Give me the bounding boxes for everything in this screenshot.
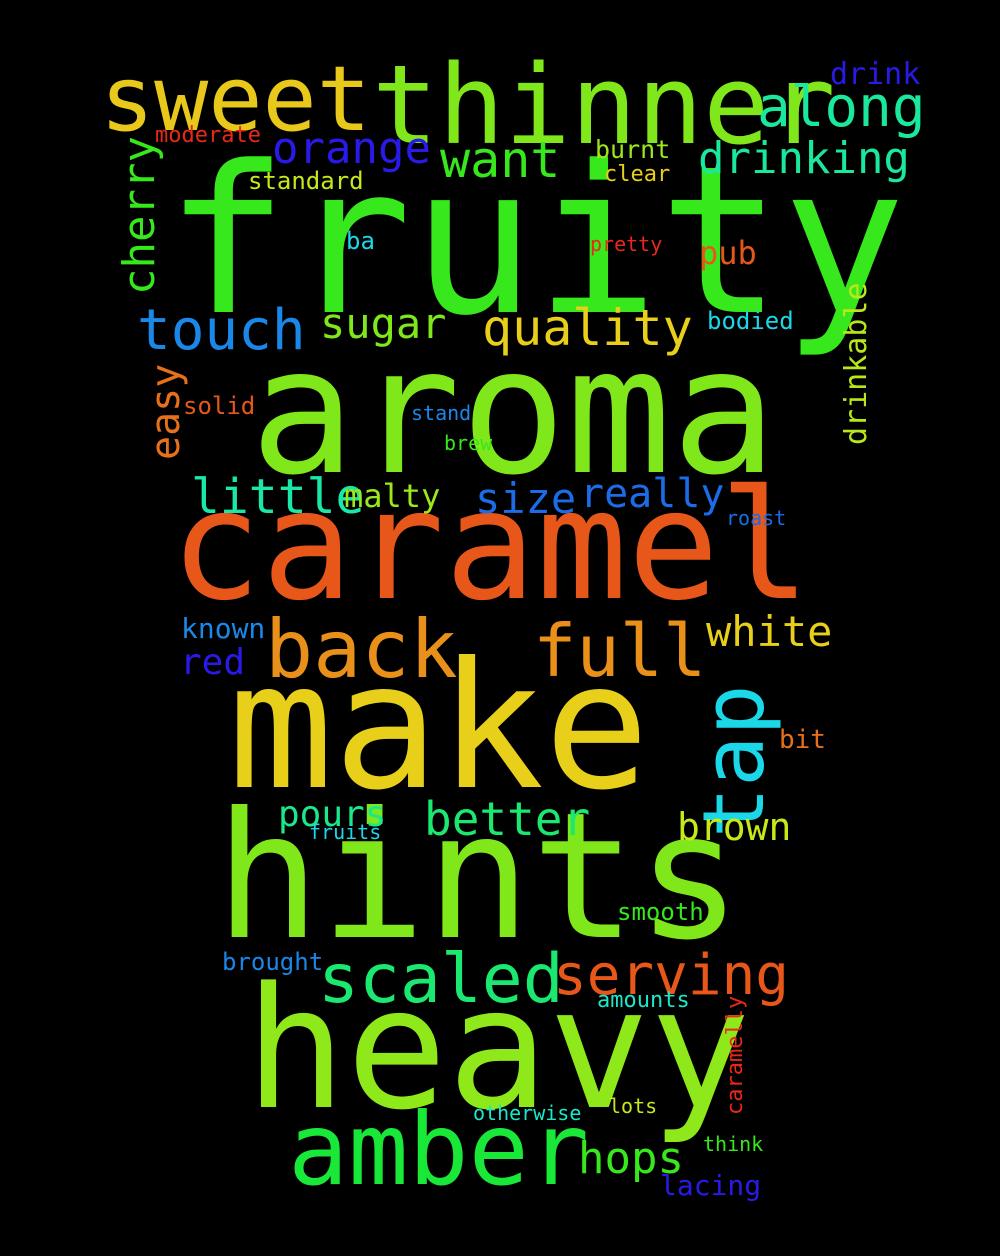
word-19: cherry — [114, 136, 165, 295]
word-40: known — [181, 612, 266, 645]
word-23: touch — [137, 298, 306, 363]
word-34: size — [475, 474, 577, 523]
word-30: stand — [411, 401, 472, 425]
word-49: scaled — [318, 940, 564, 1019]
word-50: serving — [553, 943, 790, 1008]
word-37: back — [265, 603, 458, 696]
word-12: moderate — [155, 123, 261, 148]
word-45: better — [424, 792, 591, 846]
word-32: little — [191, 469, 365, 525]
word-5: hints — [215, 776, 742, 979]
word-26: bodied — [707, 307, 794, 335]
word-21: pretty — [590, 232, 663, 256]
word-46: fruits — [309, 820, 382, 844]
word-43: bit — [779, 725, 826, 755]
word-47: brown — [677, 805, 792, 849]
word-41: red — [180, 642, 246, 683]
word-8: thinner — [372, 41, 836, 169]
word-27: drinkable — [839, 282, 874, 445]
word-38: full — [533, 609, 707, 693]
word-57: think — [703, 1132, 764, 1156]
word-36: roast — [726, 506, 787, 530]
word-18: standard — [248, 167, 364, 195]
word-22: pub — [699, 234, 757, 272]
word-25: quality — [482, 299, 693, 357]
word-11: drink — [830, 57, 921, 92]
word-20: ba — [346, 227, 375, 255]
word-29: solid — [183, 392, 256, 420]
word-56: hops — [578, 1133, 684, 1184]
word-53: caramelly — [723, 995, 748, 1115]
word-33: malty — [344, 477, 441, 515]
word-44: pours — [278, 794, 387, 835]
word-51: brought — [222, 948, 324, 976]
word-35: really — [580, 471, 725, 517]
word-54: otherwise — [473, 1101, 582, 1125]
word-3: caramel — [170, 457, 811, 634]
word-48: smooth — [617, 898, 704, 926]
word-16: drinking — [698, 133, 910, 184]
word-4: make — [228, 626, 650, 829]
word-52: amounts — [597, 988, 690, 1013]
word-15: burnt — [595, 135, 671, 164]
word-17: clear — [604, 162, 671, 187]
word-10: along — [757, 75, 926, 140]
word-39: white — [706, 607, 833, 656]
word-13: orange — [272, 123, 431, 174]
word-24: sugar — [320, 299, 447, 348]
word-28: easy — [143, 363, 189, 460]
word-9: sweet — [100, 47, 371, 152]
word-2: aroma — [250, 311, 777, 514]
word-7: amber — [288, 1091, 590, 1208]
word-55: lots — [609, 1094, 658, 1118]
word-1: fruity — [165, 123, 906, 361]
word-31: brew — [444, 431, 493, 455]
word-14: want — [440, 131, 561, 189]
word-58: lacing — [660, 1169, 762, 1202]
word-6: heavy — [245, 951, 751, 1147]
